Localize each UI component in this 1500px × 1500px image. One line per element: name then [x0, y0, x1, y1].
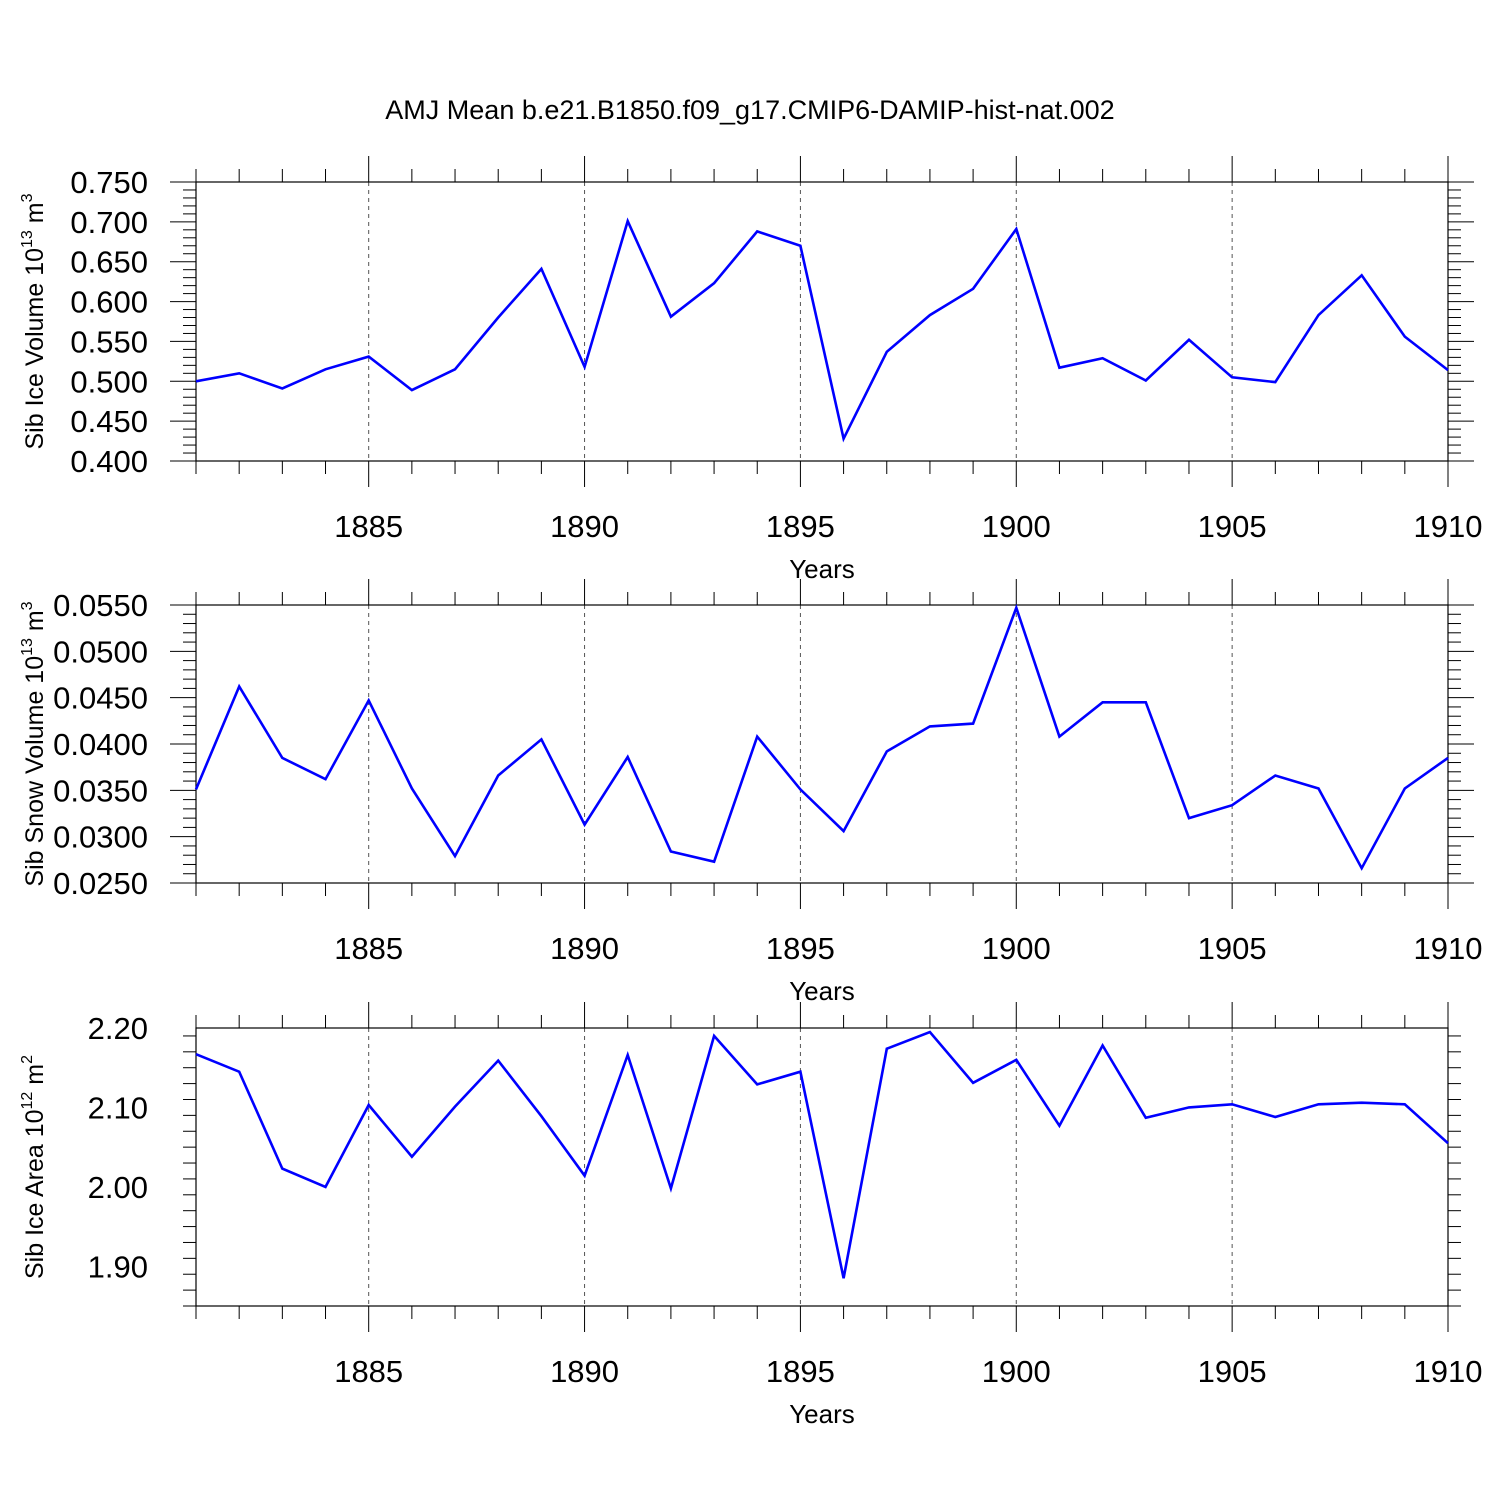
x-tick-label: 1890: [550, 509, 619, 544]
y-tick-label: 0.400: [70, 444, 148, 479]
y-axis-label-sup: 2: [19, 1055, 36, 1064]
y-tick-label: 0.0350: [53, 773, 148, 808]
y-tick-label: 0.650: [70, 245, 148, 280]
y-axis-label-part: Sib Ice Volume 10: [21, 248, 49, 450]
y-tick-label: 2.20: [88, 1011, 148, 1046]
x-tick-label: 1900: [982, 931, 1051, 966]
panel-2: 0.0250 0.0300 0.0350 0.0400 0.0450 0.0500 0.05…: [19, 579, 1482, 1006]
y-tick-label: 0.0550: [53, 588, 148, 623]
y-axis-label-part: m: [21, 202, 49, 230]
y-axis-label-part: m: [21, 1064, 49, 1092]
x-tick-label: 1905: [1198, 931, 1267, 966]
y-tick-label: 0.500: [70, 364, 148, 399]
chart-panels: 0.400 0.450 0.500 0.550 0.600 0.650 0.700 0.750…: [19, 156, 1482, 1429]
y-tick-label: 0.0500: [53, 634, 148, 669]
x-axis-label: Years: [789, 554, 855, 584]
y-axis-label: Sib Ice Area 1012 m2: [19, 1055, 49, 1279]
y-axis-label-sup: 3: [19, 601, 36, 610]
x-axis-label: Years: [789, 976, 855, 1006]
y-tick-label: 0.450: [70, 404, 148, 439]
y-tick-label: 0.0300: [53, 820, 148, 855]
x-tick-label: 1895: [766, 1354, 835, 1389]
x-tick-label: 1885: [334, 509, 403, 544]
plot-frame: [195, 604, 1449, 884]
y-tick-label: 0.0400: [53, 727, 148, 762]
x-tick-label: 1895: [766, 509, 835, 544]
x-tick-label: 1910: [1414, 1354, 1483, 1389]
y-axis-label-sup: 13: [19, 230, 36, 248]
plot-frame: [195, 181, 1449, 462]
x-tick-label: 1910: [1414, 509, 1483, 544]
figure-title: AMJ Mean b.e21.B1850.f09_g17.CMIP6-DAMIP…: [385, 95, 1114, 125]
y-axis-label-sup: 3: [19, 193, 36, 202]
x-axis-label: Years: [789, 1399, 855, 1429]
y-tick-label: 1.90: [88, 1249, 148, 1284]
y-axis-label: Sib Snow Volume 1013 m3: [19, 601, 49, 886]
y-tick-label: 0.600: [70, 285, 148, 320]
panel-3: 1.90 2.00 2.10 2.20 1885 1890 1895 1900 1905 1910…: [19, 1002, 1482, 1429]
x-tick-label: 1910: [1414, 931, 1483, 966]
y-axis-label-sup: 13: [19, 638, 36, 656]
x-tick-label: 1900: [982, 509, 1051, 544]
x-tick-label: 1885: [334, 1354, 403, 1389]
panel-1: 0.400 0.450 0.500 0.550 0.600 0.650 0.700 0.750…: [19, 156, 1482, 584]
y-tick-label: 0.700: [70, 205, 148, 240]
y-axis-label: Sib Ice Volume 1013 m3: [19, 193, 49, 449]
y-tick-label: 0.0250: [53, 866, 148, 901]
x-tick-label: 1905: [1198, 1354, 1267, 1389]
y-tick-label: 0.0450: [53, 681, 148, 716]
y-axis-label-part: Sib Ice Area 10: [21, 1109, 49, 1279]
series-line: [195, 1030, 1449, 1279]
y-tick-label: 0.750: [70, 165, 148, 200]
y-tick-label: 2.00: [88, 1170, 148, 1205]
y-tick-label: 0.550: [70, 324, 148, 359]
y-axis-label-part: Sib Snow Volume 10: [21, 656, 49, 887]
y-tick-label: 2.10: [88, 1090, 148, 1125]
x-tick-label: 1905: [1198, 509, 1267, 544]
series-line: [194, 603, 1449, 871]
x-tick-label: 1890: [550, 931, 619, 966]
x-tick-label: 1895: [766, 931, 835, 966]
x-tick-label: 1890: [550, 1354, 619, 1389]
plot-frame: [195, 1027, 1449, 1307]
x-tick-label: 1885: [334, 931, 403, 966]
x-tick-label: 1900: [982, 1354, 1051, 1389]
series-line: [195, 217, 1449, 443]
y-axis-label-part: m: [21, 610, 49, 638]
y-axis-label-sup: 12: [19, 1092, 36, 1110]
